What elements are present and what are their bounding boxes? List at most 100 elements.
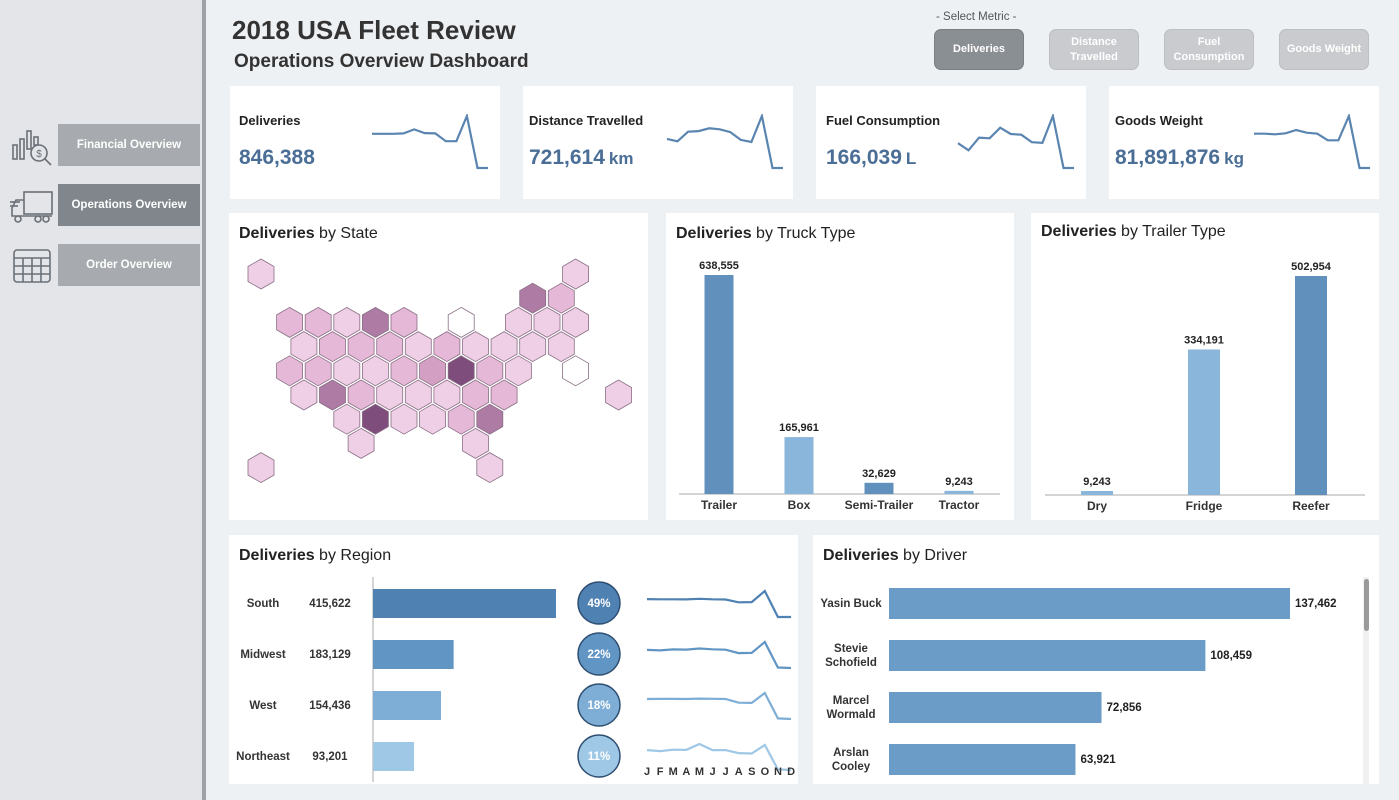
state-hex: [447, 355, 475, 387]
state-hex: [462, 331, 489, 363]
svg-text:$: $: [36, 149, 42, 160]
driver-label: Yasin Buck: [820, 598, 882, 610]
month-label: F: [657, 766, 664, 778]
bar: [784, 437, 814, 494]
month-label: A: [682, 766, 690, 778]
kpi-label: Fuel Consumption: [826, 113, 941, 128]
state-hex: [304, 355, 332, 387]
region-trend: [646, 640, 792, 670]
kpi-value: 721,614 km: [529, 146, 634, 169]
trend-line: [646, 691, 792, 721]
month-label: M: [695, 766, 704, 778]
financial-chart-icon: $: [12, 130, 52, 166]
state-hex: [347, 331, 375, 363]
state-hex: [476, 452, 504, 484]
calendar-grid-icon: [13, 249, 51, 283]
panel-deliveries-by-driver: Deliveries by Driver Yasin Buck 137,462 St…: [813, 535, 1379, 784]
state-hex: [276, 306, 303, 338]
bar-value-label: 334,191: [1184, 334, 1224, 346]
driver-label: Stevie Schofield: [825, 643, 877, 669]
panel-deliveries-by-state: Deliveries by State: [229, 213, 648, 520]
state-hex: [476, 355, 504, 387]
state-hex: [304, 306, 332, 338]
bar: [373, 742, 415, 771]
page-subtitle: Operations Overview Dashboard: [234, 51, 529, 72]
region-value: 154,436: [309, 700, 351, 712]
kpi-sparkline: [957, 114, 1074, 170]
bar: [704, 275, 734, 494]
driver-label: Marcel Wormald: [827, 695, 876, 721]
month-label: O: [761, 766, 770, 778]
state-hex: [419, 355, 447, 387]
bar: [944, 490, 974, 494]
month-label: J: [723, 766, 729, 778]
metric-weight-button[interactable]: Goods Weight: [1279, 29, 1369, 70]
state-hex: [404, 379, 432, 411]
panel-title: Deliveries by State: [239, 225, 378, 242]
month-label: S: [748, 766, 755, 778]
month-label: A: [735, 766, 743, 778]
state-hex: [390, 403, 418, 435]
driver-bar-chart: Yasin Buck 137,462 Stevie Schofield 108,459 M…: [820, 588, 1337, 775]
state-hex: [333, 306, 361, 338]
driver-value: 72,856: [1107, 702, 1142, 714]
state-hex: [361, 355, 389, 387]
metric-distance-button[interactable]: Distance Travelled: [1049, 29, 1139, 70]
kpi-label: Deliveries: [239, 113, 301, 128]
category-label: Semi-Trailer: [845, 498, 914, 512]
state-hex: [504, 306, 532, 338]
trend-line: [646, 640, 792, 670]
region-bar-chart: South 415,622 49% Midwest 183,129 22% West 154,…: [236, 577, 795, 782]
state-hex: [347, 379, 375, 411]
kpi-sparkline: [666, 114, 783, 170]
bar: [889, 640, 1206, 671]
category-label: Reefer: [1292, 499, 1330, 513]
scrollbar-track[interactable]: [1363, 577, 1369, 784]
kpi-label: Goods Weight: [1115, 113, 1203, 128]
nav-operations-overview-button[interactable]: Operations Overview: [58, 184, 200, 226]
state-hex: [319, 379, 346, 411]
trend-line: [646, 589, 791, 619]
metric-fuel-button[interactable]: Fuel Consumption: [1164, 29, 1254, 70]
state-hex: [605, 379, 632, 411]
state-hex: [276, 355, 303, 387]
share-circle: [577, 581, 621, 625]
state-hex: [490, 331, 518, 363]
region-label: South: [247, 598, 280, 610]
scrollbar-thumb[interactable]: [1364, 579, 1369, 631]
bar: [373, 691, 441, 720]
bar: [373, 640, 454, 669]
category-label: Fridge: [1186, 499, 1223, 513]
kpi-card-fuel: Fuel Consumption 166,039 L: [816, 86, 1086, 199]
region-value: 415,622: [309, 598, 351, 610]
bar: [889, 588, 1290, 619]
share-circle: [577, 734, 621, 778]
state-hex: [519, 282, 547, 314]
state-hex: [547, 282, 575, 314]
state-hex: [376, 331, 404, 363]
panel-deliveries-by-truck-type: Deliveries by Truck Type 638,555 Trailer 1…: [666, 213, 1014, 520]
bar-value-label: 502,954: [1291, 261, 1332, 273]
region-trend: [646, 691, 792, 721]
region-value: 183,129: [309, 649, 351, 661]
panel-title: Deliveries by Driver: [823, 547, 968, 564]
share-label: 18%: [587, 700, 610, 712]
nav-order-overview-button[interactable]: Order Overview: [58, 244, 200, 286]
share-label: 49%: [587, 598, 610, 610]
state-hex: [319, 331, 346, 363]
nav-financial-overview-button[interactable]: Financial Overview: [58, 124, 200, 166]
truck-icon: [10, 191, 53, 223]
metric-deliveries-button[interactable]: Deliveries: [934, 29, 1024, 70]
state-hex: [361, 306, 389, 338]
state-hex: [390, 306, 418, 338]
bar-value-label: 9,243: [945, 476, 973, 488]
state-hex: [419, 403, 447, 435]
bar: [1295, 276, 1327, 495]
bar: [889, 692, 1102, 723]
trailer-type-bar-chart: 9,243 Dry 334,191 Fridge 502,954 Reefer: [1045, 261, 1365, 513]
panel-deliveries-by-region: Deliveries by Region South 415,622 49% Midw…: [229, 535, 798, 784]
state-hex: [562, 306, 590, 338]
state-hex: [562, 355, 590, 387]
state-hex: [490, 379, 518, 411]
bar-value-label: 638,555: [699, 260, 739, 272]
